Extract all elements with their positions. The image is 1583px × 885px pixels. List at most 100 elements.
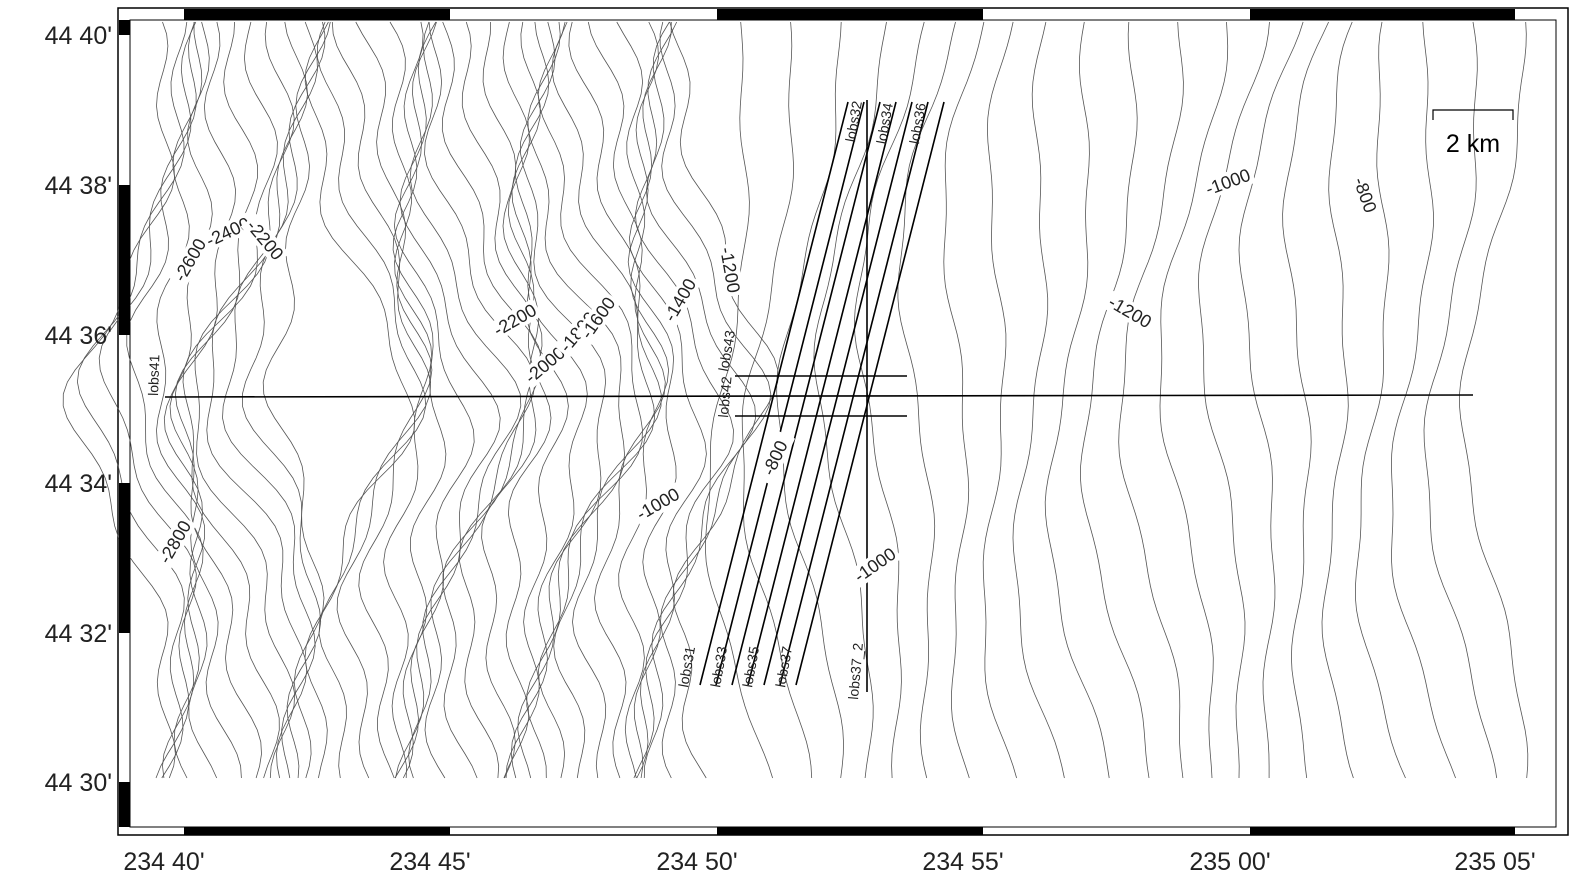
lat-tick-label: 44 32' bbox=[45, 620, 112, 648]
contour-line bbox=[392, 21, 447, 779]
line-label: lobs36 bbox=[906, 102, 929, 146]
survey-line bbox=[779, 101, 929, 686]
line-label: lobs37_2 bbox=[845, 642, 866, 700]
contour-line bbox=[222, 21, 318, 779]
line-label: lobs33 bbox=[707, 645, 730, 689]
contour-line bbox=[659, 21, 772, 779]
contour-label-bg bbox=[518, 340, 572, 390]
contour-line bbox=[1012, 21, 1065, 779]
lon-tick-label: 234 45' bbox=[389, 848, 470, 876]
line-label: lobs42 bbox=[715, 376, 735, 419]
lat-tick-label: 44 34' bbox=[45, 470, 112, 498]
border-bar bbox=[1250, 827, 1515, 835]
contour-label-bg bbox=[1102, 290, 1158, 334]
survey-lines bbox=[164, 100, 1474, 692]
survey-line bbox=[747, 101, 897, 686]
line-label: lobs41 bbox=[145, 354, 162, 396]
contour-line bbox=[568, 21, 662, 779]
contour-line bbox=[194, 21, 296, 779]
contour-line bbox=[1321, 21, 1354, 779]
contour-line bbox=[1390, 21, 1456, 779]
contour-label-bg bbox=[574, 290, 622, 346]
contour-line bbox=[1159, 21, 1229, 779]
contour-line bbox=[331, 21, 432, 779]
contour-line bbox=[510, 21, 588, 779]
contour-line bbox=[316, 21, 427, 779]
border-bar bbox=[119, 185, 130, 335]
border-bar bbox=[717, 9, 983, 20]
contour-line bbox=[704, 21, 773, 779]
survey-line bbox=[731, 101, 881, 686]
contour-line bbox=[355, 21, 433, 779]
contour-line bbox=[943, 21, 985, 779]
lon-tick-label: 234 55' bbox=[922, 848, 1003, 876]
line-label: lobs35 bbox=[739, 645, 762, 689]
lon-tick-label: 234 40' bbox=[123, 848, 204, 876]
survey-line bbox=[699, 101, 849, 686]
contour-label-bg bbox=[153, 514, 197, 570]
border-bar bbox=[1250, 9, 1515, 20]
contour-line bbox=[643, 21, 757, 779]
lat-tick-label: 44 40' bbox=[45, 22, 112, 50]
contour-label-bg bbox=[1200, 163, 1256, 201]
contour-line bbox=[242, 21, 326, 779]
contour-line bbox=[1198, 21, 1270, 779]
contour-line bbox=[304, 21, 416, 779]
contour-line bbox=[441, 21, 542, 779]
contour-label-bg bbox=[487, 298, 543, 342]
contour-line bbox=[741, 21, 813, 779]
line-label: lobs43 bbox=[715, 329, 738, 373]
contour-label-bg bbox=[630, 482, 686, 526]
contour-line bbox=[98, 21, 197, 779]
contour-label-bg bbox=[847, 541, 903, 589]
lat-tick-label: 44 38' bbox=[45, 172, 112, 200]
survey-line bbox=[164, 394, 1474, 398]
contour-line bbox=[126, 21, 204, 779]
contour-line bbox=[669, 21, 779, 779]
contour-line bbox=[163, 21, 218, 779]
scale-bar-line bbox=[1432, 109, 1514, 120]
line-label: lobs34 bbox=[873, 102, 896, 146]
contour-line bbox=[174, 21, 262, 779]
contour-line bbox=[169, 21, 242, 779]
contour-line bbox=[76, 21, 188, 779]
contour-line bbox=[1423, 21, 1498, 779]
border-bar bbox=[119, 782, 130, 827]
contour-line bbox=[1282, 21, 1329, 779]
contour-line bbox=[1238, 21, 1304, 778]
contour-line bbox=[982, 21, 1017, 779]
contour-label-bg bbox=[715, 242, 745, 298]
contour-line bbox=[424, 21, 536, 779]
contour-line bbox=[587, 21, 666, 779]
contour-label-bg bbox=[754, 430, 796, 486]
contours bbox=[62, 21, 1529, 779]
contour-line bbox=[1118, 21, 1184, 779]
lat-tick-label: 44 30' bbox=[45, 769, 112, 797]
contour-line bbox=[395, 21, 501, 779]
border-bar bbox=[717, 827, 983, 835]
lon-tick-label: 235 05' bbox=[1454, 848, 1535, 876]
scale-label: 2 km bbox=[1446, 130, 1500, 158]
lat-tick-label: 44 36' bbox=[45, 322, 112, 350]
contour-line bbox=[408, 21, 522, 779]
lon-tick-label: 235 00' bbox=[1189, 848, 1270, 876]
contour-line bbox=[517, 21, 607, 779]
survey-line bbox=[715, 101, 865, 686]
border-bars bbox=[119, 9, 1515, 835]
contour-line bbox=[551, 21, 656, 779]
contour-line bbox=[526, 21, 625, 779]
contour-line bbox=[616, 21, 670, 779]
contour-line bbox=[62, 21, 176, 779]
contour-line bbox=[897, 21, 956, 779]
line-label: lobs37 bbox=[772, 645, 795, 689]
contour-line bbox=[481, 21, 540, 779]
survey-line bbox=[795, 101, 945, 686]
contour-line bbox=[505, 21, 569, 779]
lon-tick-label: 234 50' bbox=[656, 848, 737, 876]
line-label: lobs32 bbox=[842, 100, 865, 144]
contour-line bbox=[1355, 21, 1406, 779]
border-bar bbox=[184, 827, 450, 835]
contour-line bbox=[633, 21, 734, 779]
survey-line bbox=[763, 101, 913, 686]
